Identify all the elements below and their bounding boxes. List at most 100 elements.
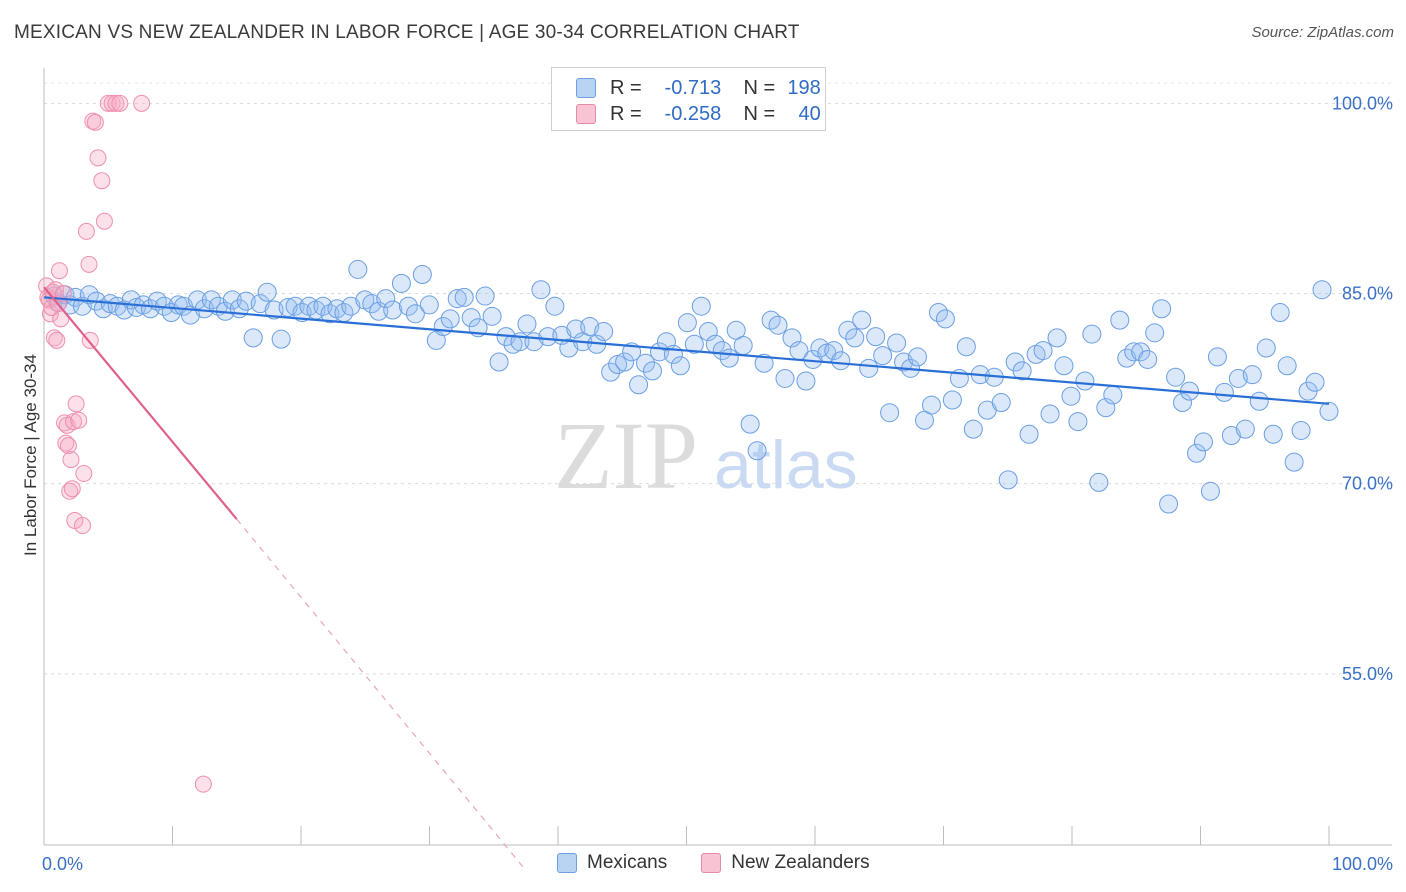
mexican-point	[775, 368, 795, 388]
x-tick-labels: 0.0% 100.0%	[42, 854, 1393, 874]
mexican-point	[859, 358, 879, 378]
mexican-point	[1277, 356, 1297, 376]
new-zealander-point	[48, 331, 66, 349]
mexican-point	[831, 351, 851, 371]
mexican-point	[250, 294, 270, 314]
y-tick-label: 55.0%	[1342, 664, 1393, 684]
mexican-point	[376, 289, 396, 309]
mexican-point	[677, 313, 697, 333]
mexican-point	[1103, 385, 1123, 405]
mexican-point	[264, 300, 284, 320]
y-tick-label: 100.0%	[1332, 93, 1393, 113]
mexican-point	[942, 390, 962, 410]
mexican-point	[1242, 365, 1262, 385]
y-tick-label: 85.0%	[1342, 284, 1393, 304]
mexican-point	[1221, 426, 1241, 446]
y-tick-label: 70.0%	[1342, 474, 1393, 494]
mexican-point	[684, 334, 704, 354]
mexican-point	[768, 315, 788, 335]
new-zealander-point	[111, 94, 129, 112]
mexican-point	[1173, 393, 1193, 413]
mexican-point	[419, 295, 439, 315]
new-zealander-point	[70, 411, 88, 429]
y-axis-title: In Labor Force | Age 30-34	[21, 354, 40, 556]
mexican-point	[1193, 432, 1213, 452]
mexican-point	[1040, 404, 1060, 424]
mexican-point	[998, 470, 1018, 490]
mexican-point	[991, 393, 1011, 413]
mexican-point	[1138, 349, 1158, 369]
mexican-point	[1152, 299, 1172, 319]
mexican-point	[398, 296, 418, 316]
mexicans-swatch	[576, 78, 596, 98]
new-zealanders-swatch	[576, 104, 596, 124]
new-zealander-point	[63, 480, 81, 498]
mexican-point	[271, 329, 291, 349]
mexican-point	[1284, 452, 1304, 472]
r-label: R =	[610, 102, 642, 125]
mexican-point	[489, 352, 509, 372]
mexican-point	[1235, 419, 1255, 439]
mexican-point	[1054, 356, 1074, 376]
mexican-point	[1061, 386, 1081, 406]
mexicans-legend-swatch	[557, 853, 577, 873]
mexican-point	[880, 403, 900, 423]
new-zealander-point	[107, 94, 125, 112]
mexican-point	[636, 353, 656, 373]
new-zealander-point	[75, 465, 93, 483]
mexican-point	[383, 300, 403, 320]
mexican-point	[733, 335, 753, 355]
mexican-point	[1270, 303, 1290, 323]
mexican-point	[838, 320, 858, 340]
new-zealander-point	[59, 437, 77, 455]
mexican-point	[475, 286, 495, 306]
mexican-point	[1319, 401, 1339, 421]
new-zealanders-legend-swatch	[701, 853, 722, 873]
mexican-point	[740, 414, 760, 434]
new-zealander-point	[133, 94, 151, 112]
watermark-zip: ZIP	[554, 402, 698, 509]
mexican-point	[341, 296, 361, 316]
n-label: N =	[743, 102, 776, 125]
mexican-point	[348, 259, 368, 279]
mexican-point	[754, 353, 774, 373]
mexican-point	[963, 419, 983, 439]
chart-title: MEXICAN VS NEW ZEALANDER IN LABOR FORCE …	[14, 22, 800, 43]
legend-item-mexicans[interactable]: Mexicans	[557, 852, 667, 874]
mexican-point	[615, 352, 635, 372]
mexican-point	[845, 328, 865, 348]
mexican-point	[559, 338, 579, 358]
axes	[43, 68, 1392, 846]
new-zealander-point	[57, 434, 75, 452]
mexican-point	[866, 327, 886, 347]
mexican-point	[921, 395, 941, 415]
r-label: R =	[610, 76, 642, 99]
trend-lines	[43, 286, 1330, 871]
new-zealander-point	[95, 212, 113, 230]
mexican-point	[1012, 361, 1032, 381]
mexican-point	[712, 341, 732, 361]
new-zealander-point	[52, 310, 70, 328]
mexican-point	[852, 310, 872, 330]
mexican-point	[747, 441, 767, 461]
x-tick-label: 100.0%	[1332, 854, 1393, 874]
mexican-point	[114, 300, 134, 320]
correlation-legend: R = -0.713 N = 198 R = -0.258 N = 40	[551, 67, 826, 131]
mexican-point	[440, 309, 460, 329]
mexican-point	[313, 296, 333, 316]
source-label: Source: ZipAtlas.com	[1251, 24, 1394, 41]
mexican-point	[1047, 328, 1067, 348]
mexican-point	[461, 308, 481, 328]
mexican-point	[140, 299, 160, 319]
mexican-point	[796, 371, 816, 391]
mexican-point	[1075, 371, 1095, 391]
new-zealanders-trend-line	[43, 286, 238, 520]
new-zealander-point	[50, 262, 68, 280]
mexican-point	[1159, 494, 1179, 514]
mexican-point	[1033, 341, 1053, 361]
mexican-point	[691, 296, 711, 316]
legend-label-new-zealanders: New Zealanders	[731, 852, 870, 873]
mexican-point	[908, 347, 928, 367]
legend-item-new-zealanders[interactable]: New Zealanders	[701, 852, 870, 874]
r-value: -0.258	[664, 102, 722, 125]
